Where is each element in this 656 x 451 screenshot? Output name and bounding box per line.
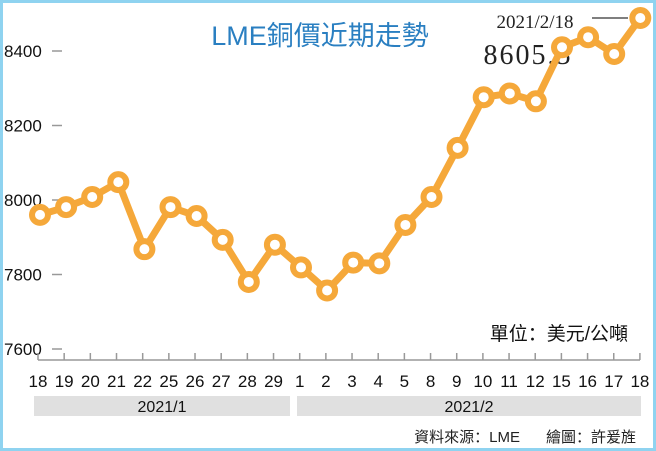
x-tick-label: 25 [159, 372, 178, 391]
data-point [159, 196, 182, 219]
month-band [34, 396, 290, 416]
data-point [290, 256, 312, 279]
data-point [107, 171, 130, 194]
x-tick-label: 27 [212, 372, 231, 391]
month-band [297, 396, 641, 416]
data-point [316, 279, 339, 302]
data-point [472, 86, 495, 109]
x-tick-label: 3 [347, 372, 356, 391]
data-point [368, 252, 391, 275]
x-tick-label: 10 [473, 372, 492, 391]
x-tick-label: 16 [578, 372, 597, 391]
data-point [551, 36, 573, 59]
unit-label: 單位：美元/公噸 [490, 323, 628, 345]
x-tick-label: 4 [373, 372, 382, 391]
x-tick-label: 26 [186, 372, 205, 391]
data-point [342, 251, 365, 274]
data-point [185, 205, 208, 228]
x-tick-label: 22 [133, 372, 152, 391]
data-point [603, 42, 626, 65]
x-tick-label: 20 [81, 372, 100, 391]
y-tick-label: 8400 [4, 42, 42, 61]
data-point [524, 90, 547, 113]
data-point [263, 233, 286, 256]
y-tick-label: 7600 [4, 340, 42, 359]
x-tick-label: 5 [400, 372, 409, 391]
x-tick-label: 11 [500, 372, 518, 391]
y-axis: 7600 7800 8000 8200 8400 [4, 42, 62, 359]
y-tick-label: 8000 [4, 191, 42, 210]
month-label: 2021/1 [138, 399, 187, 416]
data-point [577, 26, 600, 49]
credit-label: 繪圖：許爰旌 [546, 428, 636, 446]
x-tick-label: 12 [526, 372, 545, 391]
source-label: 資料來源：LME [414, 429, 520, 446]
x-tick-label: 2 [321, 372, 330, 391]
data-point [55, 196, 78, 219]
x-tick-label: 8 [426, 372, 435, 391]
x-tick-label: 1 [295, 372, 304, 391]
y-tick-label: 7800 [4, 266, 42, 285]
x-tick-label: 28 [238, 372, 257, 391]
x-tick-label: 18 [29, 372, 48, 391]
data-point [498, 82, 521, 105]
data-point [29, 203, 51, 226]
x-axis: 18 19 20 21 22 25 26 27 28 29 1 2 3 4 5 8 9 10 11 12 15 16 17 1… [29, 353, 649, 416]
x-tick-label: 18 [630, 372, 649, 391]
month-label: 2021/2 [445, 399, 494, 416]
x-tick-label: 9 [452, 372, 461, 391]
data-point [629, 7, 652, 29]
data-point [237, 270, 260, 293]
x-tick-label: 21 [107, 372, 126, 391]
x-tick-label: 19 [55, 372, 74, 391]
annotation-date: 2021/2/18 [496, 12, 573, 33]
data-point [446, 136, 469, 159]
data-point [81, 186, 104, 209]
data-point [211, 228, 234, 251]
y-tick-label: 8200 [4, 117, 42, 136]
data-point [133, 238, 156, 261]
data-point [420, 186, 443, 209]
x-tick-label: 17 [604, 372, 623, 391]
chart-title: LME銅價近期走勢 [211, 21, 429, 51]
series-copper-price [29, 7, 652, 302]
x-tick-label: 29 [264, 372, 283, 391]
data-point [394, 213, 417, 236]
x-tick-label: 15 [552, 372, 571, 391]
